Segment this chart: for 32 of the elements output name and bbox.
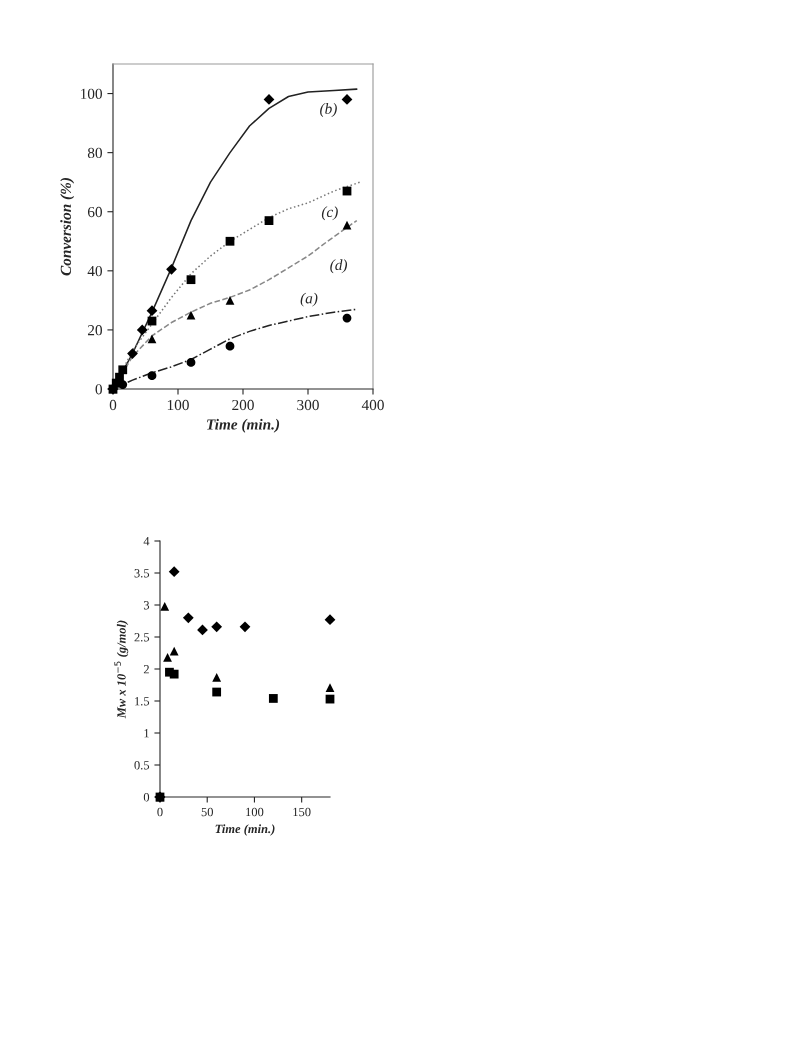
y-tick-label: 0 [143, 793, 150, 802]
y-tick-label: 1.5 [135, 697, 150, 706]
y-tick-label: 100 [81, 88, 102, 99]
x-tick-label: 0 [157, 807, 163, 817]
x-axis-title: Time (min.) [215, 824, 275, 836]
y-tick-label: 1 [144, 729, 149, 738]
y-tick-label: 2.5 [134, 633, 150, 642]
x-tick-label: 100 [246, 807, 264, 817]
series-label: (d) [330, 259, 348, 274]
x-tick-label: 0 [109, 399, 117, 411]
y-tick-label: 3.5 [134, 569, 150, 578]
x-tick-label: 200 [232, 399, 254, 411]
y-tick-label: 0 [95, 384, 102, 395]
x-tick-label: 150 [293, 807, 311, 817]
x-tick-label: 100 [167, 399, 189, 411]
series-label: (b) [320, 103, 337, 117]
x-axis-title: Time (min.) [207, 418, 280, 433]
y-tick-label: 40 [87, 265, 102, 277]
y-axis-title: Conversion (%) [60, 178, 75, 276]
x-tick-label: 300 [297, 399, 319, 411]
y-tick-label: 0.5 [134, 761, 150, 770]
y-tick-label: 60 [87, 206, 102, 218]
y-axis-title: Mw x 10$^{−5}$ (g/mol) [114, 620, 129, 719]
y-tick-label: 3 [143, 601, 150, 610]
y-tick-label: 80 [87, 147, 102, 159]
y-tick-label: 4 [143, 537, 150, 546]
x-tick-label: 400 [361, 399, 384, 411]
x-tick-label: 50 [201, 807, 213, 817]
series-label: (a) [300, 292, 318, 307]
y-tick-label: 20 [87, 325, 102, 336]
y-tick-label: 2 [143, 665, 149, 674]
series-label: (c) [321, 206, 338, 221]
